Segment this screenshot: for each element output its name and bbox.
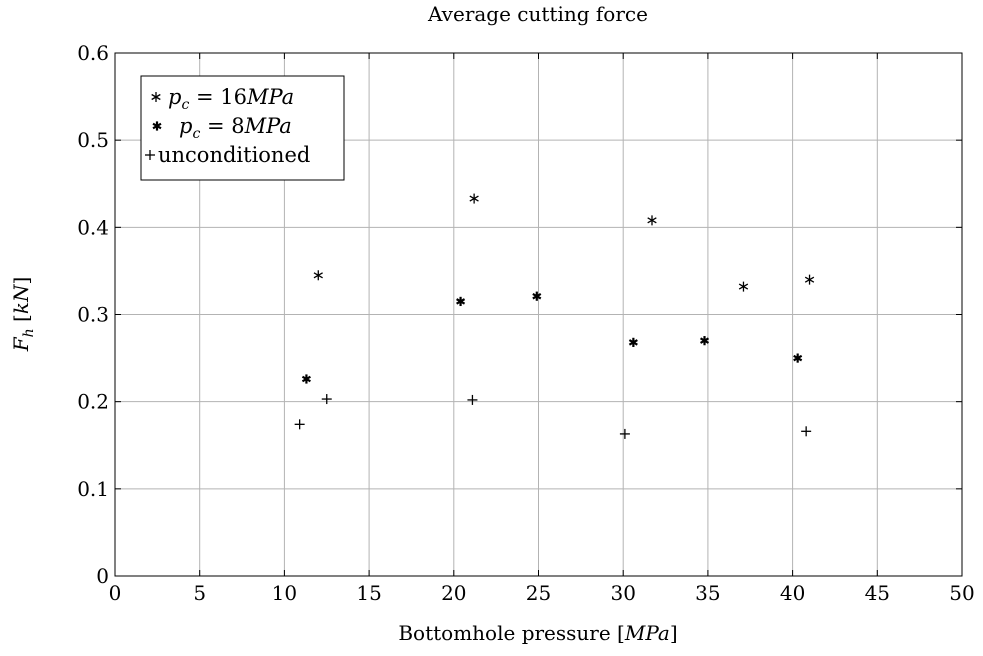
x-tick-label: 30: [610, 581, 635, 605]
data-point-star: [301, 374, 311, 384]
x-tick-label: 25: [526, 581, 551, 605]
legend-label-8mpa: pc = 8MPa: [179, 114, 292, 142]
data-point-plus: [467, 394, 478, 405]
x-axis-label-unit: MPa: [624, 621, 670, 645]
x-tick-label: 35: [695, 581, 720, 605]
y-axis-unit: kN: [9, 283, 33, 314]
x-tick-label: 50: [949, 581, 974, 605]
data-point-star: [532, 291, 542, 301]
data-point-asterisk: [647, 215, 657, 226]
y-tick-label: 0.6: [77, 41, 109, 65]
legend-label-unconditioned: unconditioned: [158, 143, 310, 167]
data-point-asterisk: [804, 274, 815, 285]
data-point-asterisk: [738, 281, 749, 292]
y-tick-label: 0.1: [77, 477, 109, 501]
x-axis-label: Bottomhole pressure [MPa]: [398, 621, 677, 645]
data-point-plus: [801, 426, 812, 437]
legend-marker-star: [152, 121, 162, 131]
y-tick-label: 0.3: [77, 303, 109, 327]
data-point-star: [793, 353, 803, 363]
x-tick-label: 45: [865, 581, 890, 605]
axis-ticks: [114, 52, 963, 577]
x-tick-label: 10: [272, 581, 297, 605]
data-point-plus: [619, 428, 630, 439]
data-point-star: [456, 296, 466, 307]
data-point-star: [628, 337, 638, 347]
grid-lines: [115, 53, 962, 576]
x-tick-label: 5: [193, 581, 206, 605]
data-markers: [294, 193, 815, 439]
y-tick-labels: 0 0.1 0.2 0.3 0.4 0.5 0.6: [77, 41, 109, 588]
y-tick-label: 0: [96, 564, 109, 588]
data-point-asterisk: [469, 193, 479, 204]
y-axis-symbol: F: [9, 336, 33, 352]
x-tick-label: 15: [356, 581, 381, 605]
data-point-plus: [321, 394, 332, 405]
y-axis-unit-open: [: [9, 314, 33, 328]
y-tick-label: 0.2: [77, 390, 109, 414]
x-tick-label: 40: [780, 581, 805, 605]
data-point-plus: [294, 419, 305, 430]
legend-box: [140, 75, 345, 181]
legend-label-16mpa: pc = 16MPa: [168, 85, 294, 113]
y-axis-unit-close: ]: [9, 277, 33, 285]
y-tick-label: 0.5: [77, 128, 109, 152]
y-axis-subscript: h: [21, 328, 37, 337]
x-tick-labels: 0 5 10 15 20 25 30 35 40 45 50: [109, 581, 975, 605]
x-tick-label: 0: [109, 581, 122, 605]
legend-marker-asterisk: [151, 92, 161, 102]
data-point-asterisk: [313, 270, 323, 281]
legend-marker-plus: [145, 150, 155, 160]
x-axis-label-close: ]: [670, 621, 678, 645]
y-axis-label: Fh [kN]: [9, 277, 37, 353]
x-tick-label: 20: [441, 581, 466, 605]
data-point-star: [699, 336, 710, 346]
chart-title: Average cutting force: [427, 2, 648, 26]
x-axis-label-text: Bottomhole pressure [: [398, 621, 625, 645]
y-tick-label: 0.4: [77, 215, 109, 239]
